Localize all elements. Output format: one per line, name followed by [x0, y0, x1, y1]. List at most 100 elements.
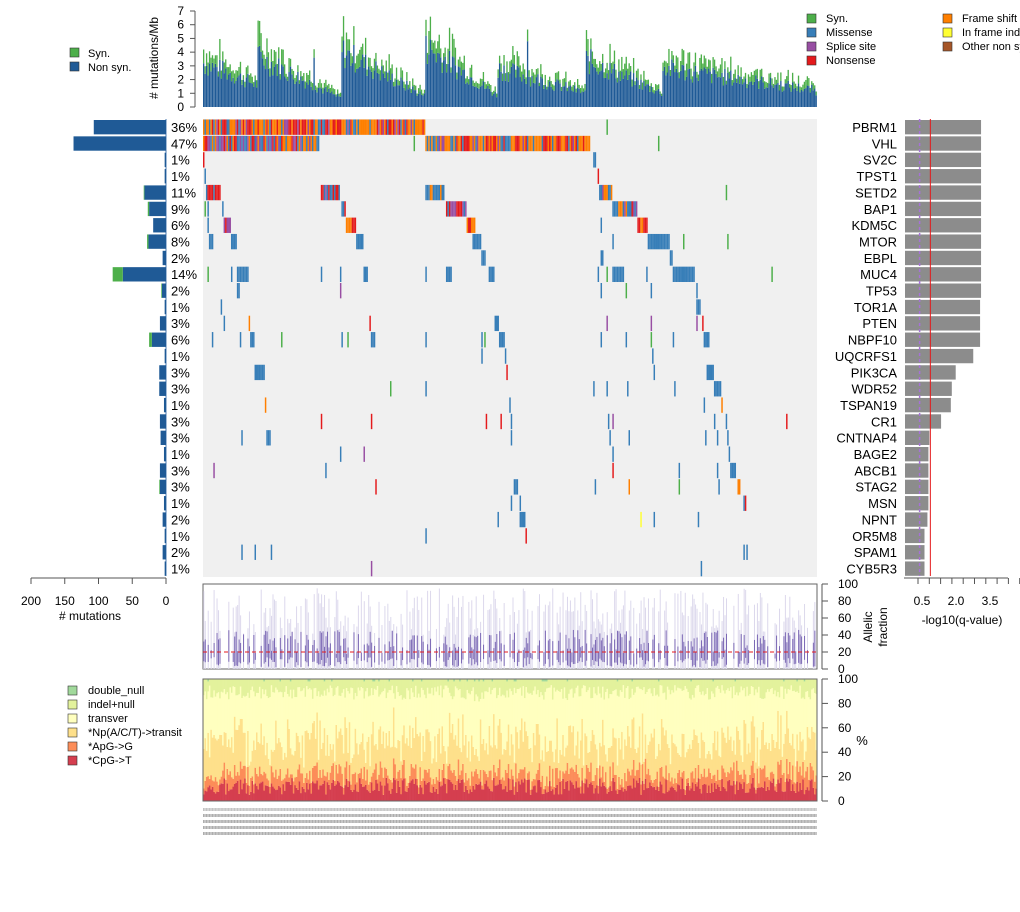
qvalue-bar	[905, 283, 982, 298]
tmb-bar-nonsyn	[576, 87, 579, 107]
tmb-bar-syn	[397, 79, 399, 86]
sample-name-glyph	[800, 808, 802, 811]
mutation-cell	[211, 119, 214, 135]
spectrum-transver-segment	[420, 687, 423, 761]
spectrum-indel-null-segment	[323, 681, 326, 691]
allelic-fraction-range	[645, 607, 647, 669]
spectrum-cpg-segment	[364, 784, 367, 801]
sample-name-glyph	[771, 808, 773, 811]
spectrum-cpg-segment	[556, 784, 559, 801]
allelic-fraction-range	[381, 625, 383, 669]
allelic-fraction-iqr	[472, 649, 474, 660]
tmb-bar-syn	[503, 55, 505, 66]
spectrum-cpg-segment	[326, 782, 329, 801]
spectrum-np-transit-segment	[581, 718, 584, 768]
spectrum-indel-null-segment	[775, 679, 778, 697]
tmb-bar-nonsyn	[504, 80, 507, 107]
tmb-bar-nonsyn	[772, 87, 775, 107]
tmb-bar-syn	[482, 72, 485, 82]
mutation-cell	[335, 119, 337, 135]
mutation-cell	[551, 135, 554, 152]
spectrum-cpg-segment	[416, 785, 419, 801]
spectrum-np-transit-segment	[370, 734, 373, 777]
spectrum-apg-segment	[528, 771, 531, 780]
tmb-bar-syn	[466, 76, 468, 83]
mutation-cell	[363, 446, 365, 462]
allelic-fraction-range	[733, 605, 735, 669]
spectrum-np-transit-segment	[593, 734, 595, 781]
spectrum-np-transit-segment	[528, 748, 531, 772]
spectrum-transver-segment	[777, 692, 780, 711]
spectrum-indel-null-segment	[705, 679, 707, 694]
sample-name-glyph	[740, 808, 742, 811]
spectrum-np-transit-segment	[445, 763, 448, 779]
mutation-cell	[282, 135, 284, 152]
spectrum-transver-segment	[482, 698, 485, 740]
spectrum-cpg-segment	[501, 789, 504, 801]
spectrum-cpg-segment	[606, 793, 609, 801]
mutation-cell	[250, 119, 252, 135]
spectrum-transver-segment	[794, 692, 797, 767]
spectrum-indel-null-segment	[799, 679, 802, 686]
spectrum-transver-segment	[734, 694, 737, 755]
sample-name-glyph	[363, 808, 365, 811]
sample-name-glyph	[610, 808, 613, 811]
allelic-fraction-range	[518, 610, 520, 669]
spectrum-np-transit-segment	[774, 747, 777, 787]
spectrum-transver-segment	[588, 687, 591, 752]
spectrum-apg-segment	[523, 767, 526, 779]
allelic-fraction-iqr	[279, 637, 281, 660]
mutation-cell	[640, 217, 642, 233]
tmb-bar-nonsyn	[756, 78, 758, 107]
spectrum-np-transit-segment	[607, 747, 610, 788]
mutation-cell	[360, 119, 363, 135]
sample-name-glyph	[294, 808, 296, 811]
mutation-cell	[260, 364, 262, 381]
tmb-bar-syn	[610, 63, 613, 74]
spectrum-apg-segment	[500, 779, 503, 784]
spectrum-cpg-segment	[387, 783, 389, 801]
tmb-bar-nonsyn	[416, 95, 418, 107]
spectrum-indel-null-segment	[473, 681, 476, 702]
allelic-fraction-range	[328, 598, 330, 669]
spectrum-cpg-segment	[454, 784, 457, 801]
spectrum-cpg-segment	[604, 787, 607, 801]
spectrum-cpg-segment	[766, 786, 769, 801]
spectrum-np-transit-segment	[459, 747, 461, 776]
spectrum-indel-null-segment	[441, 679, 444, 698]
spectrum-np-transit-segment	[715, 750, 718, 781]
mutation-cell	[344, 201, 346, 217]
tmb-bar-nonsyn	[699, 71, 701, 107]
spectrum-apg-segment	[510, 769, 513, 790]
sample-name-glyph	[401, 814, 403, 817]
tmb-bar-syn	[385, 60, 387, 72]
allelic-fraction-range	[240, 615, 242, 669]
spectrum-apg-segment	[581, 767, 584, 781]
tmb-bar-syn	[708, 59, 710, 69]
spectrum-double-null-segment	[207, 679, 210, 682]
mutation-cell	[242, 119, 245, 135]
mutation-cell	[385, 119, 388, 135]
tmb-bar-nonsyn	[815, 95, 817, 107]
mutation-cell	[211, 184, 214, 201]
allelic-fraction-iqr	[500, 643, 502, 662]
mutation-cell	[468, 135, 470, 152]
spectrum-indel-null-segment	[336, 679, 339, 687]
mutation-cell	[666, 233, 669, 250]
spectrum-indel-null-segment	[599, 679, 601, 694]
spectrum-transver-segment	[768, 691, 771, 743]
tmb-bar-nonsyn	[385, 71, 387, 107]
tmb-bar-nonsyn	[282, 66, 284, 107]
spectrum-transver-segment	[684, 686, 687, 758]
spectrum-apg-segment	[423, 769, 426, 781]
tmb-bar-syn	[737, 65, 739, 75]
mutation-cell	[300, 135, 302, 152]
mutation-cell	[727, 233, 729, 250]
sample-name-glyph	[728, 808, 730, 811]
tmb-bar-nonsyn	[632, 73, 635, 107]
mutation-cell	[266, 430, 268, 446]
spectrum-transver-segment	[811, 689, 813, 727]
spectrum-indel-null-segment	[806, 679, 809, 692]
allelic-fraction-iqr	[487, 650, 489, 665]
